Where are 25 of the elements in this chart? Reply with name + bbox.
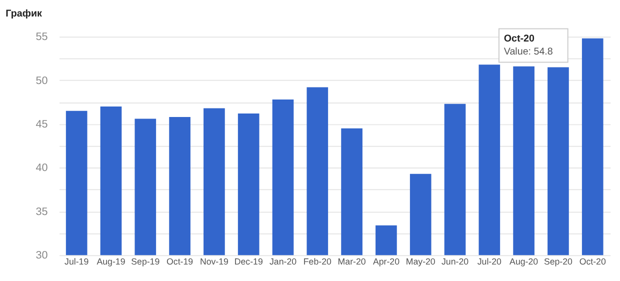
x-tick-label: Dec-19 (234, 256, 263, 266)
x-tick-label: Feb-20 (303, 256, 332, 266)
x-tick-label: Nov-19 (200, 256, 229, 266)
annotation: Oct-20 (504, 34, 535, 45)
x-tick-label: Jun-20 (441, 256, 469, 266)
x-tick-label: Apr-20 (372, 256, 400, 266)
y-tick-label: 55 (36, 31, 48, 44)
y-tick-label: 50 (36, 74, 48, 87)
y-tick-label: 30 (36, 250, 48, 262)
y-tick-label: 40 (36, 162, 48, 174)
chart-title: График (6, 8, 42, 20)
x-tick-label: Sep-19 (131, 256, 160, 266)
x-tick-label: Jul-20 (477, 256, 502, 266)
annotation: Value: 54.8 (504, 46, 554, 58)
y-tick-label: 35 (36, 206, 48, 218)
x-tick-label: Jul-19 (64, 256, 89, 266)
x-tick-label: Jan-20 (269, 256, 297, 266)
x-tick-label: Aug-19 (96, 256, 126, 266)
x-tick-label: Mar-20 (338, 256, 366, 266)
x-tick-label: Sep-20 (544, 256, 573, 266)
x-tick-label: Oct-19 (166, 256, 194, 266)
x-tick-label: Oct-20 (579, 256, 606, 266)
x-tick-label: May-20 (406, 256, 436, 266)
y-tick-label: 45 (36, 118, 48, 130)
x-tick-label: Aug-20 (510, 256, 538, 266)
